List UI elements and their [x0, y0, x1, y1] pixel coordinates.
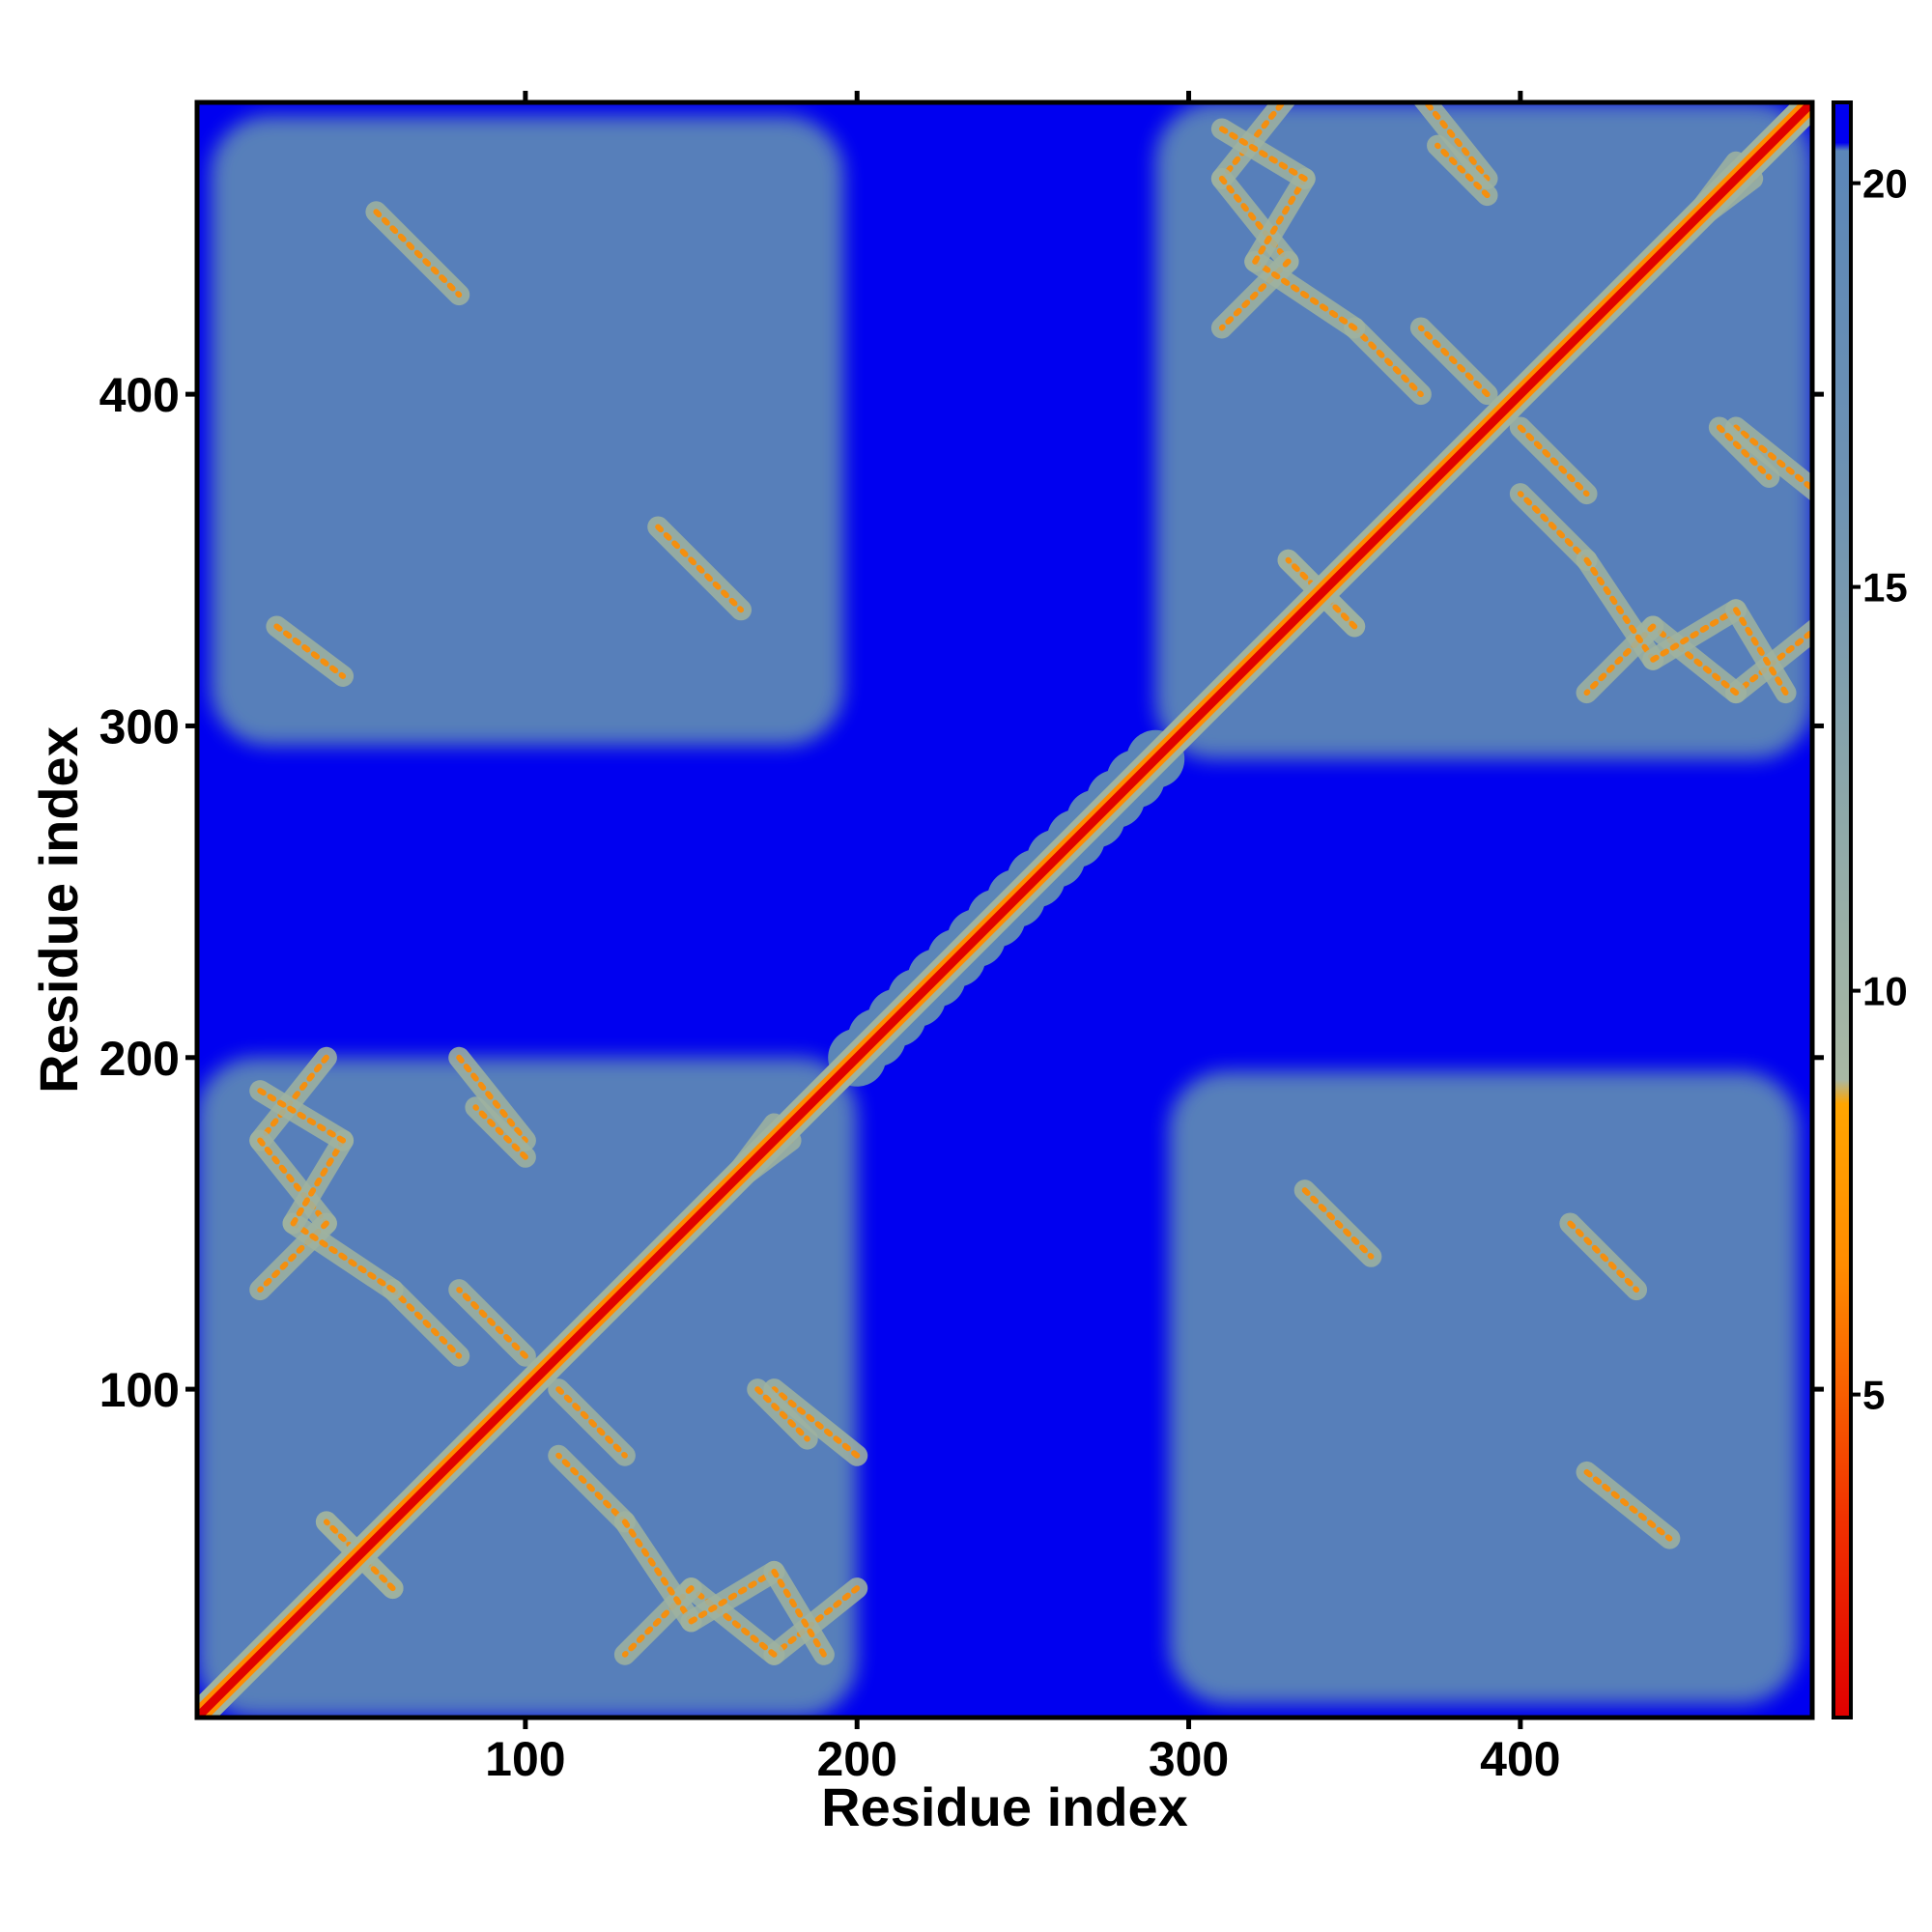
colorbar-tick-label: 15	[1862, 565, 1908, 611]
intra-domain-band-core	[555, 1386, 628, 1459]
y-tick-label: 300	[99, 699, 180, 753]
colorbar-gradient	[1832, 100, 1853, 1719]
colorbar-tick-label: 5	[1862, 1373, 1885, 1418]
intra-domain-band-core	[472, 1104, 528, 1160]
x-tick-label: 400	[1480, 1732, 1560, 1786]
intra-domain-band-core	[1650, 607, 1740, 663]
colorbar-tick-label: 20	[1862, 161, 1908, 207]
x-axis-title: Residue index	[821, 1776, 1188, 1837]
intra-domain-band-core	[257, 1088, 347, 1144]
intra-domain-band-core	[1583, 556, 1657, 663]
intra-domain-band-core	[290, 1220, 396, 1293]
heatmap-plot	[197, 102, 1812, 1718]
intra-domain-band-core	[1417, 325, 1491, 398]
intra-domain-band-core	[1733, 424, 1812, 493]
intra-domain-band-core	[688, 1585, 778, 1658]
intra-domain-band-core	[257, 1137, 329, 1227]
diagonal-contacts	[197, 102, 1812, 1718]
intra-domain-band-core	[1218, 175, 1292, 265]
inter-domain-band-core	[373, 209, 463, 298]
intra-domain-band-core	[456, 1287, 528, 1359]
inter-domain-band-core	[273, 623, 347, 679]
intra-domain-band-core	[1351, 325, 1424, 398]
intra-domain-band-core	[1422, 102, 1491, 182]
intra-domain-band-core	[1650, 623, 1740, 696]
x-tick-label: 100	[485, 1732, 565, 1786]
plot-frame	[194, 99, 1815, 1720]
domain-block	[211, 116, 844, 746]
x-tick-label: 300	[1149, 1732, 1229, 1786]
inter-domain-band-core	[1301, 1187, 1375, 1260]
colorbar: 5 10 15 20	[1832, 100, 1908, 1719]
y-axis-ticks: 100 200 300 400	[99, 368, 1824, 1417]
y-tick-label: 100	[99, 1363, 180, 1417]
intra-domain-band-core	[1218, 126, 1308, 182]
intra-domain-band-core	[1252, 258, 1358, 331]
intra-domain-band-core	[688, 1568, 778, 1625]
intra-domain-band-core	[1435, 142, 1491, 199]
domain-block	[1169, 1070, 1799, 1704]
x-tick-label: 200	[817, 1732, 897, 1786]
inter-domain-band-core	[1567, 1220, 1640, 1293]
colorbar-ticks: 5 10 15 20	[1851, 161, 1908, 1418]
y-tick-label: 200	[99, 1032, 180, 1086]
colorbar-tick-label: 10	[1862, 969, 1908, 1014]
intra-domain-band-core	[555, 1452, 628, 1525]
diagonal-core	[197, 102, 1812, 1718]
intra-domain-band-core	[1716, 424, 1773, 480]
intra-domain-band-core	[621, 1519, 695, 1625]
intra-domain-band-core	[456, 1054, 528, 1144]
y-tick-label: 400	[99, 368, 180, 422]
intra-domain-band-core	[1517, 424, 1590, 497]
intra-domain-band-core	[771, 1568, 827, 1658]
x-axis-ticks: 100 200 300 400	[485, 91, 1561, 1786]
y-axis-title: Residue index	[28, 726, 89, 1094]
intra-domain-band-core	[754, 1386, 810, 1442]
inter-domain-band-core	[1583, 1468, 1673, 1542]
intra-domain-band-core	[771, 1386, 861, 1459]
inter-domain-band-core	[655, 524, 745, 613]
intra-domain-band-core	[290, 1137, 347, 1227]
intra-domain-band-core	[1517, 491, 1590, 563]
intra-domain-band-core	[389, 1287, 463, 1359]
intra-domain-band-core	[1733, 607, 1789, 696]
intra-domain-band-core	[1252, 175, 1308, 265]
